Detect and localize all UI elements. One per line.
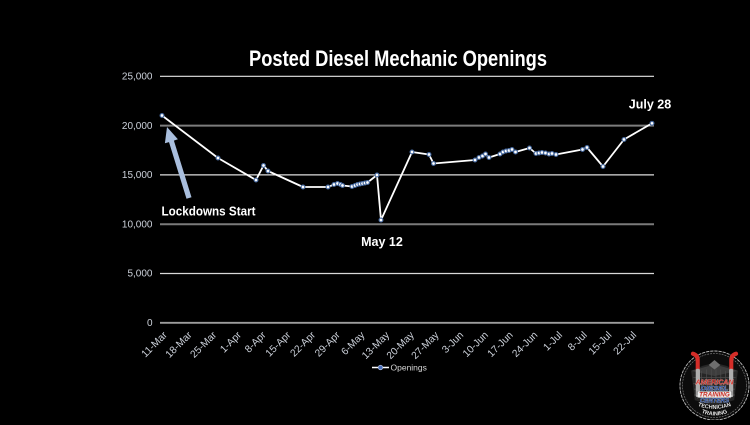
svg-text:25,000: 25,000 [122, 72, 153, 83]
svg-text:July 28: July 28 [629, 98, 671, 112]
svg-text:Posted Diesel Mechanic Opening: Posted Diesel Mechanic Openings [249, 46, 547, 71]
svg-text:20,000: 20,000 [122, 121, 153, 132]
svg-text:0: 0 [147, 318, 153, 329]
svg-text:15,000: 15,000 [122, 170, 153, 181]
svg-text:5,000: 5,000 [127, 269, 152, 280]
svg-text:Openings: Openings [391, 363, 427, 373]
svg-text:May 12: May 12 [361, 235, 403, 249]
svg-text:10,000: 10,000 [122, 219, 153, 230]
svg-text:Lockdowns Start: Lockdowns Start [162, 205, 257, 219]
